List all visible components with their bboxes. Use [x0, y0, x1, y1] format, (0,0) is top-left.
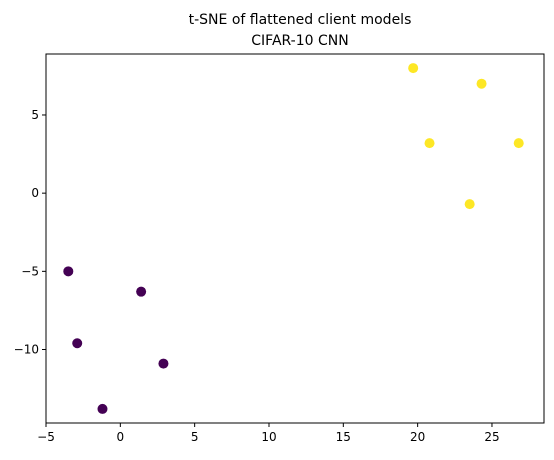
scatter-point-0-2 [72, 338, 83, 349]
x-tick-label: −5 [37, 430, 55, 444]
x-tick-label: 25 [484, 430, 499, 444]
y-tick-label: 5 [31, 108, 39, 122]
y-tick-label: −5 [21, 264, 39, 278]
chart-subtitle: CIFAR-10 CNN [251, 33, 348, 49]
plot-frame [45, 53, 545, 424]
scatter-point-1-0 [408, 63, 419, 74]
scatter-point-0-1 [136, 286, 147, 297]
scatter-point-0-3 [158, 358, 169, 369]
x-tick-label: 10 [261, 430, 276, 444]
chart-title: t-SNE of flattened client models [189, 12, 412, 28]
y-tick-label: −10 [14, 343, 39, 357]
axes-layer: −5 0 5 10 15 20 25 −10 −5 0 5 [14, 53, 545, 444]
scatter-point-1-2 [424, 138, 435, 149]
scatter-point-1-4 [464, 199, 475, 210]
scatter-point-1-1 [476, 78, 487, 89]
x-tick-label: 15 [336, 430, 351, 444]
scatter-point-0-0 [63, 266, 74, 277]
x-tick-label: 5 [191, 430, 199, 444]
scatter-point-1-3 [513, 138, 524, 149]
y-tick-label: 0 [31, 186, 39, 200]
points-layer [63, 63, 524, 414]
x-tick-label: 0 [117, 430, 125, 444]
x-tick-label: 20 [410, 430, 425, 444]
scatter-point-0-4 [97, 403, 108, 414]
